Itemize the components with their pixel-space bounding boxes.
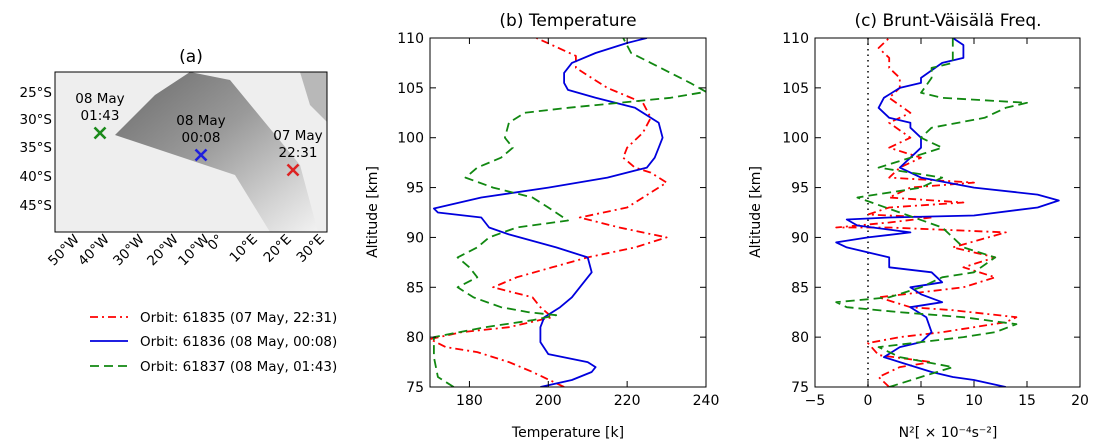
temperature-ytick-label: 100 bbox=[397, 131, 424, 147]
temperature-ytick-label: 110 bbox=[397, 31, 424, 47]
temperature-ytick-label: 75 bbox=[406, 380, 424, 396]
map-latitude-labels: 25°S 30°S 35°S 40°S 45°S bbox=[20, 85, 53, 214]
temperature-frame bbox=[429, 37, 707, 388]
latitude-label: 30°S bbox=[20, 112, 53, 128]
orbit-marker bbox=[286, 163, 300, 177]
latitude-label: 45°S bbox=[20, 198, 53, 214]
bv-xtick-label: 0 bbox=[864, 393, 873, 409]
bv-series-line bbox=[835, 38, 1028, 387]
marker-time-label: 00:08 bbox=[182, 130, 221, 146]
bv-ytick-label: 75 bbox=[791, 380, 809, 396]
temperature-ytick-label: 95 bbox=[406, 181, 424, 197]
bv-xtick-label: 5 bbox=[917, 393, 926, 409]
temperature-title: (b) Temperature bbox=[499, 11, 636, 31]
legend-label: Orbit: 61836 (08 May, 00:08) bbox=[140, 334, 337, 350]
longitude-label: 20°E bbox=[261, 232, 295, 266]
longitude-label: 30°W bbox=[110, 232, 148, 270]
meridian-line bbox=[110, 0, 188, 30]
bv-xtick-label: −5 bbox=[805, 393, 826, 409]
temperature-ytick-label: 85 bbox=[406, 280, 424, 296]
temperature-ytick-label: 90 bbox=[406, 230, 424, 246]
bv-ticks: −5 0 5 10 15 20 75 80 85 90 95 100 105 110 bbox=[782, 31, 1089, 409]
temperature-panel: (b) Temperature 180 200 220 240 75 80 85 90 95 10… bbox=[365, 11, 719, 441]
meridian-line bbox=[632, 0, 710, 30]
marker-date-label: 08 May bbox=[176, 113, 225, 129]
latitude-label: 40°S bbox=[20, 169, 53, 185]
bv-xtick-label: 15 bbox=[1018, 393, 1036, 409]
map-panel: (a) 25°S30°S35°S40°S45°S 50°W40°W30°W20°… bbox=[0, 0, 1027, 270]
landmass bbox=[300, 72, 327, 122]
bv-xtick-label: 10 bbox=[965, 393, 983, 409]
parallel-line bbox=[0, 0, 1027, 2]
bv-panel: (c) Brunt-Väisälä Freq. −5 0 5 10 15 20 75 80 85… bbox=[748, 11, 1089, 441]
latitude-label: 35°S bbox=[20, 140, 53, 156]
bv-xlabel: N²[ × 10⁻⁴s⁻²] bbox=[899, 425, 998, 441]
marker-time-label: 01:43 bbox=[81, 108, 120, 124]
latitude-label: 25°S bbox=[20, 85, 53, 101]
temperature-series-line bbox=[433, 38, 706, 387]
orbit-marker bbox=[194, 148, 208, 162]
map-title: (a) bbox=[179, 47, 203, 67]
legend-label: Orbit: 61835 (07 May, 22:31) bbox=[140, 310, 337, 326]
longitude-label: 30°E bbox=[294, 232, 328, 266]
bv-ytick-label: 85 bbox=[791, 280, 809, 296]
map-frame bbox=[54, 71, 328, 233]
bv-series-line bbox=[835, 38, 1060, 387]
temperature-ylabel: Altitude [km] bbox=[365, 166, 381, 258]
longitude-label: 20°W bbox=[144, 232, 182, 270]
longitude-label: 10°E bbox=[227, 232, 261, 266]
legend-label: Orbit: 61837 (08 May, 01:43) bbox=[140, 359, 337, 375]
meridian-line bbox=[455, 0, 471, 83]
temperature-xlabel: Temperature [k] bbox=[511, 425, 624, 441]
bv-series-line bbox=[835, 38, 1018, 387]
bv-ylabel: Altitude [km] bbox=[748, 166, 764, 258]
temperature-ticks: 180 200 220 240 75 80 85 90 95 100 105 110 bbox=[397, 31, 719, 409]
marker-date-label: 08 May bbox=[75, 91, 124, 107]
temperature-ytick-label: 105 bbox=[397, 81, 424, 97]
bv-xtick-label: 20 bbox=[1071, 393, 1089, 409]
longitude-label: 10°W bbox=[175, 232, 213, 270]
temperature-series-line bbox=[430, 38, 668, 387]
bv-series bbox=[835, 38, 1060, 387]
longitude-label: 50°W bbox=[45, 232, 83, 270]
meridian-line bbox=[545, 0, 592, 65]
meridian-line bbox=[349, 0, 365, 83]
temperature-series bbox=[430, 38, 706, 387]
temperature-xtick-label: 220 bbox=[614, 393, 641, 409]
bv-ytick-label: 80 bbox=[791, 330, 809, 346]
orbit-marker bbox=[93, 126, 107, 140]
longitude-label: 40°W bbox=[75, 232, 113, 270]
data-swath bbox=[115, 72, 318, 232]
marker-date-label: 07 May bbox=[273, 128, 322, 144]
marker-time-label: 22:31 bbox=[279, 145, 318, 161]
legend: Orbit: 61835 (07 May, 22:31) Orbit: 61836… bbox=[90, 310, 337, 375]
bv-ytick-label: 100 bbox=[782, 131, 809, 147]
bv-ytick-label: 110 bbox=[782, 31, 809, 47]
temperature-series-line bbox=[433, 38, 664, 387]
bv-title: (c) Brunt-Väisälä Freq. bbox=[854, 11, 1041, 31]
map-longitude-labels: 50°W40°W30°W20°W10°W0° 10°E 20°E30°E bbox=[45, 232, 328, 270]
meridian-line bbox=[228, 0, 275, 65]
temperature-xtick-label: 240 bbox=[693, 393, 720, 409]
bv-ytick-label: 90 bbox=[791, 230, 809, 246]
longitude-label: 0° bbox=[205, 232, 227, 254]
bv-ytick-label: 95 bbox=[791, 181, 809, 197]
bv-ytick-label: 105 bbox=[782, 81, 809, 97]
temperature-xtick-label: 180 bbox=[456, 393, 483, 409]
bv-frame bbox=[814, 37, 1081, 388]
temperature-ytick-label: 80 bbox=[406, 330, 424, 346]
temperature-xtick-label: 200 bbox=[535, 393, 562, 409]
